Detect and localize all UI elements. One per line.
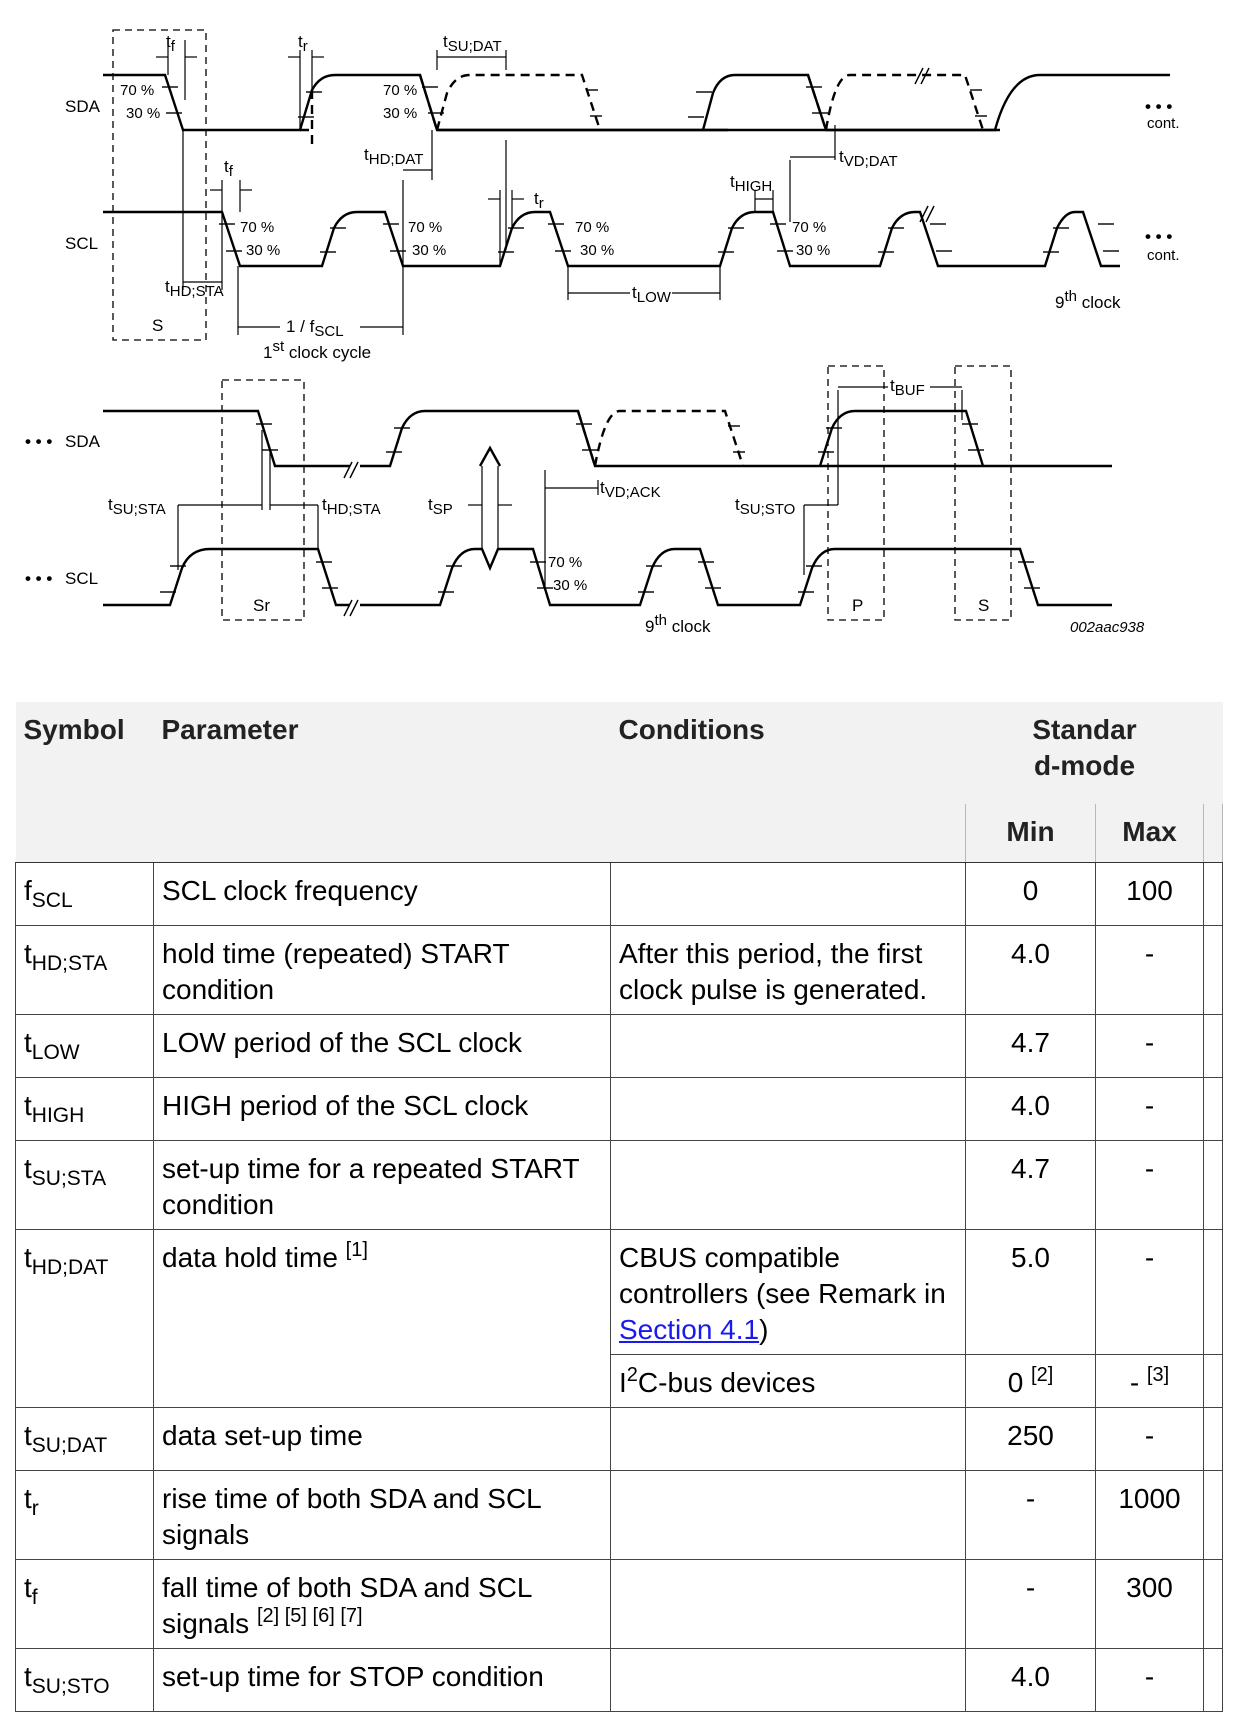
svg-text:tBUF: tBUF (890, 376, 925, 399)
timing-labels-top: tf tr tSU;DAT tHD;DAT tVD;DAT tf tr tHIG… (165, 32, 1121, 362)
svg-text:tSU;STA: tSU;STA (108, 495, 166, 518)
svg-text:tHIGH: tHIGH (730, 172, 772, 195)
svg-text:70 %: 70 % (120, 82, 154, 99)
svg-text:30 %: 30 % (580, 242, 614, 259)
svg-text:30 %: 30 % (126, 105, 160, 122)
svg-text:70 %: 70 % (240, 219, 274, 236)
scl-cont-ellipsis: • • • (1145, 227, 1172, 246)
svg-text:tr: tr (298, 32, 308, 55)
table-row: tSU;STA set-up time for a repeated START… (15, 1140, 1223, 1230)
svg-text:70 %: 70 % (408, 219, 442, 236)
svg-text:tLOW: tLOW (632, 283, 672, 306)
i2c-timing-spec-table: Symbol Parameter Conditions Standar d-mod… (15, 702, 1223, 1712)
header-parameter: Parameter (153, 702, 611, 804)
break-marks (914, 67, 935, 223)
svg-text:1st clock cycle: 1st clock cycle (263, 338, 371, 362)
svg-text:70 %: 70 % (575, 219, 609, 236)
sda-cont-ellipsis: • • • (1145, 97, 1172, 116)
table-row-tsusto: tSU;STO set-up time for STOP condition 4… (15, 1648, 1223, 1712)
svg-text:tSU;DAT: tSU;DAT (443, 32, 502, 55)
header-standard-mode: Standar d-mode (965, 702, 1204, 804)
stop-condition-label: P (852, 596, 863, 615)
dimension-arrows-2 (178, 386, 962, 506)
svg-text:9th clock: 9th clock (1055, 288, 1121, 312)
start-condition-box-2 (954, 365, 1012, 621)
svg-text:tf: tf (166, 32, 176, 55)
svg-text:1 / fSCL: 1 / fSCL (286, 317, 344, 340)
threshold-labels-top: 70 % 30 % 70 % 30 % 70 % 30 % 70 % 30 % … (120, 82, 830, 259)
svg-text:70 %: 70 % (792, 219, 826, 236)
start-condition-box (112, 29, 207, 341)
svg-text:70 %: 70 % (383, 82, 417, 99)
svg-text:30 %: 30 % (553, 577, 587, 594)
svg-text:tSU;STO: tSU;STO (735, 495, 795, 518)
header-min: Min (965, 804, 1096, 863)
table-row: tLOW LOW period of the SCL clock 4.7 - (15, 1014, 1223, 1078)
sda-label: SDA (65, 97, 101, 116)
table-row: tHIGH HIGH period of the SCL clock 4.0 - (15, 1077, 1223, 1141)
start-condition-label-2: S (978, 596, 989, 615)
table-row: tHD;STA hold time (repeated) START condi… (15, 925, 1223, 1015)
scl-label-2: SCL (65, 569, 98, 588)
svg-text:9th clock: 9th clock (645, 612, 711, 636)
sda-waveform (103, 73, 1170, 132)
sda-dashed-waveform (300, 73, 602, 145)
svg-text:tr: tr (534, 189, 544, 212)
i2c-timing-diagram: S SDA SCL 70 % 30 % (25, 29, 1180, 636)
dimension-arrows (156, 56, 835, 328)
scl-waveform-2 (103, 547, 1112, 607)
header-symbol: Symbol (15, 702, 154, 804)
svg-text:tHD;STA: tHD;STA (322, 495, 381, 518)
svg-text:tVD;DAT: tVD;DAT (839, 147, 898, 170)
svg-text:30 %: 30 % (246, 242, 280, 259)
table-row-hddat: tHD;DAT data hold time [1] CBUS compatib… (15, 1229, 1223, 1408)
header-conditions: Conditions (610, 702, 966, 804)
svg-text:tHD;STA: tHD;STA (165, 277, 224, 300)
svg-text:70 %: 70 % (548, 554, 582, 571)
svg-text:30 %: 30 % (796, 242, 830, 259)
sda-threshold-ticks (162, 86, 987, 118)
repeated-start-box (221, 379, 305, 621)
svg-text:tVD;ACK: tVD;ACK (600, 478, 661, 501)
timing-labels-bottom: tSU;STA tHD;STA tSP tVD;ACK tSU;STO tBUF… (108, 376, 1145, 636)
sda-cont-label: cont. (1147, 115, 1180, 132)
table-row: fSCL SCL clock frequency 0 100 (15, 862, 1223, 926)
scl-label: SCL (65, 234, 98, 253)
svg-text:tHD;DAT: tHD;DAT (364, 145, 423, 168)
scl-threshold-ticks-2 (160, 561, 1040, 617)
section-4-1-link[interactable]: Section 4.1 (619, 1314, 760, 1345)
start-condition-label: S (152, 316, 163, 335)
svg-text:002aac938: 002aac938 (1070, 619, 1145, 636)
reference-lines (167, 40, 836, 335)
sda-waveform-2 (103, 409, 1112, 468)
sda-threshold-ticks-2 (256, 423, 984, 479)
scl-cont-label: cont. (1147, 247, 1180, 264)
svg-text:tSP: tSP (428, 495, 453, 518)
reference-lines-2 (177, 390, 963, 590)
svg-text:30 %: 30 % (383, 105, 417, 122)
scl-threshold-ticks (219, 223, 1119, 253)
sda-label-2: SDA (65, 432, 101, 451)
header-max: Max (1095, 804, 1204, 863)
sda-cont-in-ellipsis: • • • (25, 432, 52, 451)
scl-cont-in-ellipsis: • • • (25, 569, 52, 588)
stop-condition-box (827, 365, 885, 621)
repeated-start-label: Sr (253, 596, 270, 615)
svg-text:30 %: 30 % (412, 242, 446, 259)
table-row: tSU;DAT data set-up time 250 - (15, 1407, 1223, 1471)
svg-text:tf: tf (224, 157, 234, 180)
table-row: tr rise time of both SDA and SCL signals… (15, 1470, 1223, 1560)
table-row-tf: tf fall time of both SDA and SCL signals… (15, 1559, 1223, 1649)
